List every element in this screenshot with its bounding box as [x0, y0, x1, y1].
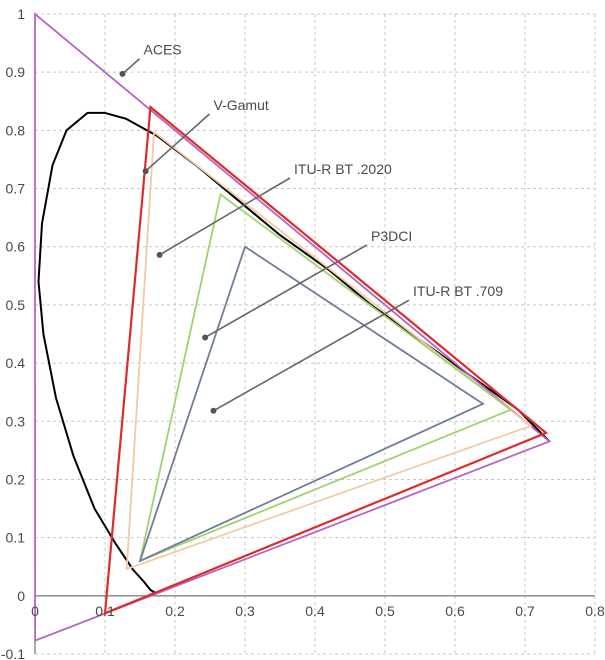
- annotation-label-aces: ACES: [144, 42, 182, 58]
- x-tick-label-0-4: 0.4: [305, 603, 325, 619]
- annotation-dot-itu-r-bt-2020: [156, 251, 163, 258]
- gamut-aces-triangle: [34, 12, 552, 642]
- x-tick-label-0-8: 0.8: [585, 603, 605, 619]
- annotation-dot-v-gamut: [142, 168, 149, 175]
- x-tick-label-0: 0: [31, 603, 39, 619]
- x-tick-label-0-6: 0.6: [445, 603, 465, 619]
- y-tick-label-0-3: 0.3: [6, 413, 26, 429]
- annotation-label-p3dci: P3DCI: [371, 228, 412, 244]
- y-tick-label-0-1: 0.1: [6, 530, 26, 546]
- tick-labels: 0 0.1 0.2 0.3 0.4 0.5 0.6 0.7 0.8 -0.1 0 0.1 0.2 0.3 0…: [1, 6, 605, 660]
- annotation-leader-aces: [121, 58, 141, 75]
- x-tick-label-0-2: 0.2: [165, 603, 185, 619]
- y-tick-label-0-4: 0.4: [6, 355, 26, 371]
- annotation-dot-p3dci: [202, 334, 209, 341]
- y-tick-label-0-5: 0.5: [6, 297, 26, 313]
- x-tick-label-0-3: 0.3: [235, 603, 255, 619]
- annotation-dot-itu-r-bt-709: [210, 407, 217, 414]
- y-tick-label-0-8: 0.8: [6, 122, 26, 138]
- y-tick-label--0-1: -0.1: [1, 646, 25, 660]
- annotation-label-itu-r-bt-2020: ITU-R BT .2020: [294, 161, 392, 177]
- y-tick-label-0-6: 0.6: [6, 239, 26, 255]
- annotation-leader-itu-r-bt-2020: [159, 177, 291, 256]
- y-tick-label-0-9: 0.9: [6, 64, 26, 80]
- y-tick-label-1: 1: [17, 6, 25, 22]
- annotation-leader-itu-r-bt-709: [213, 299, 410, 412]
- annotation-label-itu-r-bt-709: ITU-R BT .709: [413, 283, 503, 299]
- gamut-v-gamut-triangle: [103, 104, 549, 615]
- annotation-label-v-gamut: V-Gamut: [214, 97, 269, 113]
- gamut-itu-r-bt-2020-triangle: [125, 130, 533, 571]
- annotations-group: ACES V-Gamut ITU-R BT .2020 P3DCI ITU-R BT .…: [119, 42, 503, 414]
- y-tick-label-0-7: 0.7: [6, 181, 26, 197]
- y-tick-label-0-2: 0.2: [6, 471, 26, 487]
- y-tick-label-0: 0: [17, 588, 25, 604]
- x-tick-label-0-7: 0.7: [515, 603, 535, 619]
- annotation-dot-aces: [119, 70, 126, 77]
- x-tick-label-0-1: 0.1: [95, 603, 115, 619]
- x-tick-label-0-5: 0.5: [375, 603, 395, 619]
- annotation-leader-v-gamut: [145, 113, 211, 172]
- annotation-leader-p3dci: [204, 244, 368, 339]
- gamut-p3dci-triangle: [138, 192, 513, 563]
